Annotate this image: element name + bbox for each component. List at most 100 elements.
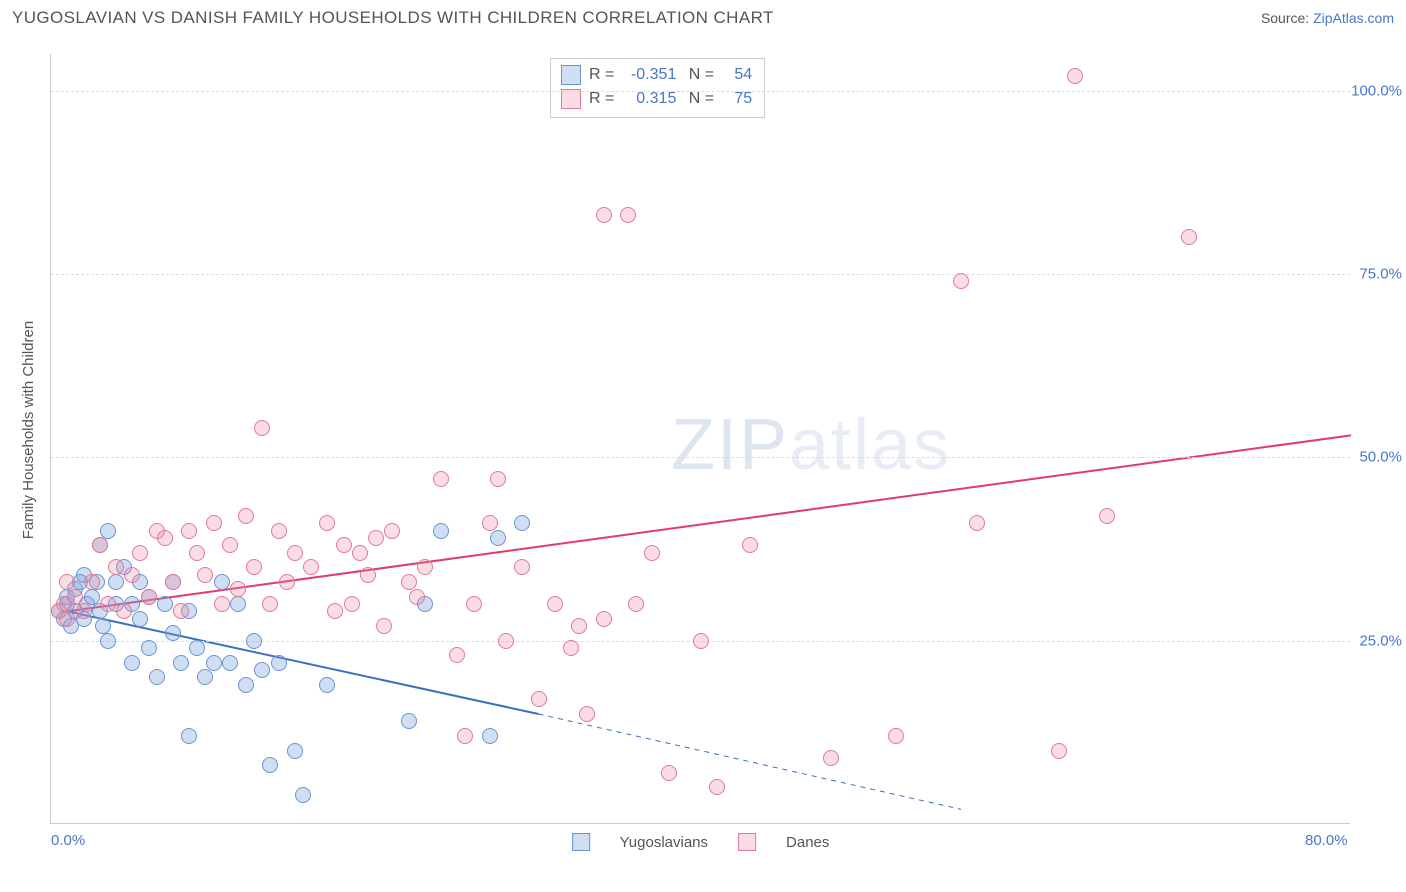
point-yugoslavian	[100, 633, 116, 649]
gridline	[51, 457, 1350, 458]
point-dane	[84, 574, 100, 590]
point-yugoslavian	[165, 625, 181, 641]
point-dane	[376, 618, 392, 634]
point-dane	[368, 530, 384, 546]
x-tick-label: 0.0%	[51, 832, 85, 849]
point-dane	[466, 596, 482, 612]
point-dane	[953, 273, 969, 289]
swatch-yugoslavians	[561, 65, 581, 85]
point-dane	[246, 559, 262, 575]
point-dane	[709, 779, 725, 795]
y-tick-label: 25.0%	[1359, 632, 1402, 649]
legend-label-yugoslavians: Yugoslavians	[620, 834, 708, 851]
point-dane	[173, 603, 189, 619]
point-yugoslavian	[100, 523, 116, 539]
point-yugoslavian	[206, 655, 222, 671]
point-yugoslavian	[482, 728, 498, 744]
point-yugoslavian	[108, 574, 124, 590]
source-link[interactable]: ZipAtlas.com	[1313, 10, 1394, 26]
point-dane	[482, 515, 498, 531]
point-yugoslavian	[246, 633, 262, 649]
point-dane	[197, 567, 213, 583]
point-yugoslavian	[514, 515, 530, 531]
y-tick-label: 50.0%	[1359, 449, 1402, 466]
point-yugoslavian	[189, 640, 205, 656]
point-dane	[214, 596, 230, 612]
point-dane	[141, 589, 157, 605]
point-dane	[742, 537, 758, 553]
point-yugoslavian	[319, 677, 335, 693]
point-yugoslavian	[490, 530, 506, 546]
point-dane	[360, 567, 376, 583]
point-dane	[547, 596, 563, 612]
point-dane	[417, 559, 433, 575]
point-dane	[457, 728, 473, 744]
point-dane	[279, 574, 295, 590]
point-dane	[1067, 68, 1083, 84]
y-tick-label: 75.0%	[1359, 266, 1402, 283]
point-dane	[230, 581, 246, 597]
point-yugoslavian	[214, 574, 230, 590]
point-dane	[165, 574, 181, 590]
point-dane	[181, 523, 197, 539]
point-dane	[571, 618, 587, 634]
point-dane	[336, 537, 352, 553]
point-yugoslavian	[157, 596, 173, 612]
point-dane	[67, 589, 83, 605]
x-tick-label: 80.0%	[1305, 832, 1348, 849]
point-dane	[100, 596, 116, 612]
point-dane	[76, 603, 92, 619]
point-yugoslavian	[197, 669, 213, 685]
chart-title: YUGOSLAVIAN VS DANISH FAMILY HOUSEHOLDS …	[12, 8, 774, 28]
point-dane	[433, 471, 449, 487]
stats-row-yugoslavians: R =-0.351 N =54	[561, 63, 752, 87]
point-yugoslavian	[149, 669, 165, 685]
point-dane	[449, 647, 465, 663]
point-dane	[596, 207, 612, 223]
trend-lines-layer	[51, 54, 1351, 824]
swatch-yugoslavians	[572, 833, 590, 851]
point-dane	[579, 706, 595, 722]
point-dane	[384, 523, 400, 539]
point-dane	[1099, 508, 1115, 524]
point-dane	[319, 515, 335, 531]
point-yugoslavian	[401, 713, 417, 729]
point-yugoslavian	[433, 523, 449, 539]
point-dane	[287, 545, 303, 561]
point-dane	[222, 537, 238, 553]
stats-legend-box: R =-0.351 N =54 R =0.315 N =75	[550, 58, 765, 118]
point-yugoslavian	[271, 655, 287, 671]
point-yugoslavian	[295, 787, 311, 803]
point-dane	[352, 545, 368, 561]
scatter-plot: ZIPatlas R =-0.351 N =54 R =0.315 N =75 …	[50, 54, 1350, 824]
point-yugoslavian	[84, 589, 100, 605]
point-dane	[644, 545, 660, 561]
point-dane	[262, 596, 278, 612]
point-yugoslavian	[124, 655, 140, 671]
point-dane	[661, 765, 677, 781]
point-yugoslavian	[287, 743, 303, 759]
point-dane	[344, 596, 360, 612]
point-dane	[620, 207, 636, 223]
swatch-danes	[561, 89, 581, 109]
point-yugoslavian	[173, 655, 189, 671]
point-yugoslavian	[181, 728, 197, 744]
y-tick-label: 100.0%	[1351, 82, 1402, 99]
point-dane	[531, 691, 547, 707]
point-dane	[563, 640, 579, 656]
point-dane	[303, 559, 319, 575]
swatch-danes	[738, 833, 756, 851]
point-yugoslavian	[254, 662, 270, 678]
point-dane	[108, 559, 124, 575]
point-dane	[116, 603, 132, 619]
source-attribution: Source: ZipAtlas.com	[1261, 10, 1394, 26]
point-dane	[628, 596, 644, 612]
legend-label-danes: Danes	[786, 834, 829, 851]
point-dane	[189, 545, 205, 561]
point-yugoslavian	[230, 596, 246, 612]
point-dane	[969, 515, 985, 531]
point-dane	[409, 589, 425, 605]
point-dane	[59, 574, 75, 590]
point-yugoslavian	[132, 611, 148, 627]
bottom-legend: Yugoslavians Danes	[572, 833, 830, 851]
